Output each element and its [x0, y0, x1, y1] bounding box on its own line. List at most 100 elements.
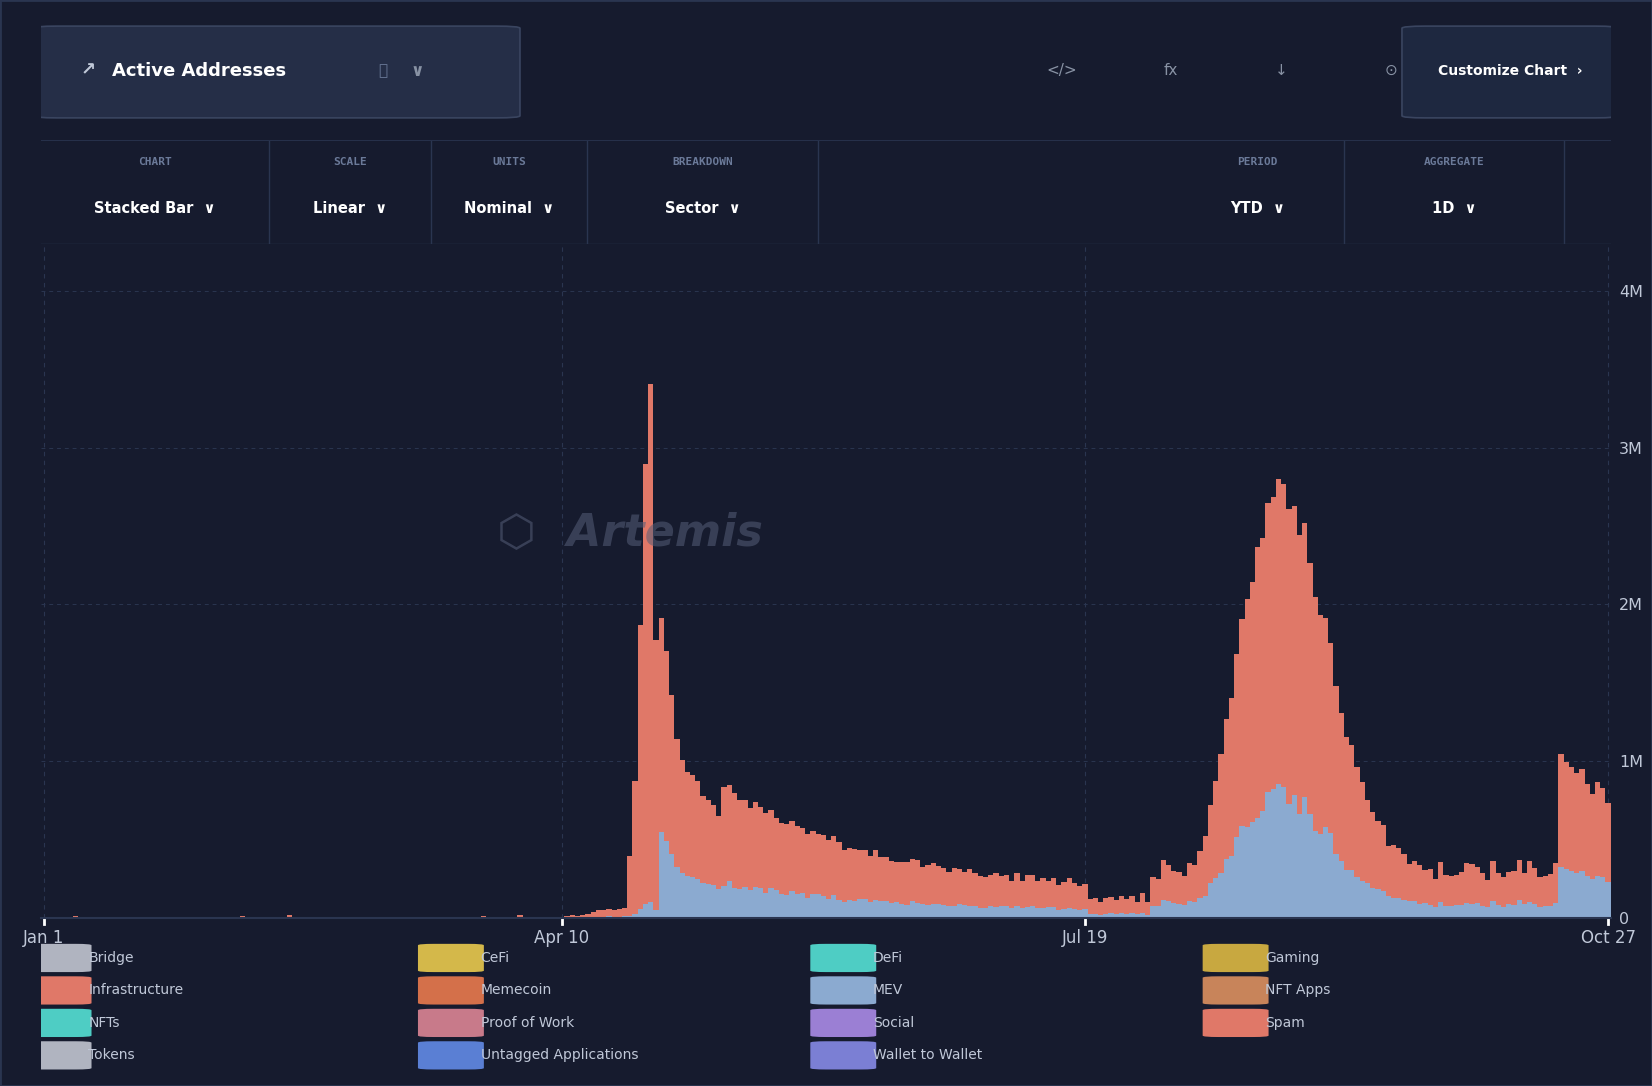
Bar	[968, 907, 973, 918]
Bar	[727, 785, 732, 881]
Bar	[1224, 859, 1229, 918]
Bar	[852, 901, 857, 918]
Bar	[753, 887, 758, 918]
Bar	[1176, 872, 1181, 904]
Text: Nominal  ∨: Nominal ∨	[464, 201, 553, 216]
Bar	[742, 799, 747, 887]
Bar	[742, 887, 747, 918]
Bar	[961, 872, 968, 905]
Bar	[1396, 898, 1401, 918]
Bar	[1181, 876, 1188, 905]
Text: </>: </>	[1046, 63, 1077, 78]
Bar	[1072, 909, 1077, 918]
Bar	[638, 909, 643, 918]
Bar	[763, 894, 768, 918]
Text: NFT Apps: NFT Apps	[1265, 984, 1332, 997]
Bar	[1507, 904, 1512, 918]
Bar	[847, 900, 852, 918]
Bar	[1082, 909, 1087, 918]
Bar	[1019, 881, 1024, 908]
Bar	[910, 859, 915, 900]
Bar	[780, 823, 785, 894]
Bar	[1517, 860, 1521, 900]
Bar	[805, 834, 809, 898]
Bar	[978, 908, 983, 918]
Bar	[695, 879, 700, 918]
FancyBboxPatch shape	[811, 1041, 876, 1070]
Bar	[1171, 871, 1176, 904]
Bar	[1275, 784, 1282, 918]
FancyBboxPatch shape	[1203, 944, 1269, 972]
Bar	[659, 832, 664, 918]
Bar	[1125, 914, 1130, 918]
FancyBboxPatch shape	[811, 976, 876, 1005]
Bar	[1067, 877, 1072, 908]
Bar	[606, 917, 611, 918]
Bar	[1234, 836, 1239, 918]
Bar	[1009, 881, 1014, 908]
FancyBboxPatch shape	[1403, 26, 1619, 118]
Bar	[1439, 862, 1444, 901]
Bar	[780, 894, 785, 918]
Bar	[862, 899, 867, 918]
Bar	[1108, 913, 1113, 918]
Bar	[517, 914, 522, 918]
Bar	[1376, 821, 1381, 889]
Bar	[1004, 907, 1009, 918]
Bar	[1454, 905, 1459, 918]
Bar	[669, 695, 674, 854]
Bar	[1490, 901, 1495, 918]
Bar	[1130, 913, 1135, 918]
Bar	[717, 888, 722, 918]
Bar	[737, 799, 742, 889]
Text: PERIOD: PERIOD	[1237, 156, 1279, 167]
Bar	[628, 856, 633, 915]
Bar	[836, 842, 841, 899]
Bar	[957, 869, 961, 904]
Bar	[867, 856, 872, 901]
Bar	[591, 911, 596, 917]
Bar	[1427, 905, 1432, 918]
Text: Memecoin: Memecoin	[481, 984, 552, 997]
Bar	[1548, 906, 1553, 918]
Bar	[1140, 894, 1145, 913]
Bar	[686, 772, 691, 876]
Bar	[947, 906, 952, 918]
Text: Untagged Applications: Untagged Applications	[481, 1048, 638, 1062]
Bar	[1056, 885, 1062, 910]
Bar	[669, 854, 674, 918]
Bar	[616, 909, 621, 917]
Text: CHART: CHART	[139, 156, 172, 167]
Bar	[1135, 914, 1140, 918]
Bar	[1051, 907, 1056, 918]
Bar	[942, 869, 947, 905]
Bar	[623, 917, 628, 918]
Bar	[1150, 877, 1156, 906]
Bar	[1386, 896, 1391, 918]
Bar	[611, 910, 616, 917]
Bar	[920, 867, 925, 904]
Bar	[1444, 906, 1449, 918]
Bar	[1297, 813, 1302, 918]
Bar	[1302, 523, 1307, 797]
Bar	[993, 907, 998, 918]
Bar	[1024, 907, 1031, 918]
Bar	[1287, 508, 1292, 804]
Bar	[894, 861, 899, 902]
Bar	[616, 917, 621, 918]
Bar	[1213, 781, 1219, 879]
Bar	[1297, 535, 1302, 813]
Text: Bridge: Bridge	[89, 951, 134, 965]
Bar	[1345, 737, 1350, 870]
FancyBboxPatch shape	[26, 944, 91, 972]
Bar	[695, 781, 700, 879]
Bar	[773, 818, 780, 891]
Text: CeFi: CeFi	[481, 951, 510, 965]
Bar	[843, 850, 847, 901]
Bar	[768, 888, 773, 918]
Bar	[1439, 901, 1444, 918]
Bar	[1145, 901, 1150, 914]
Text: BREAKDOWN: BREAKDOWN	[672, 156, 733, 167]
Bar	[768, 810, 773, 888]
Bar	[1056, 910, 1062, 918]
